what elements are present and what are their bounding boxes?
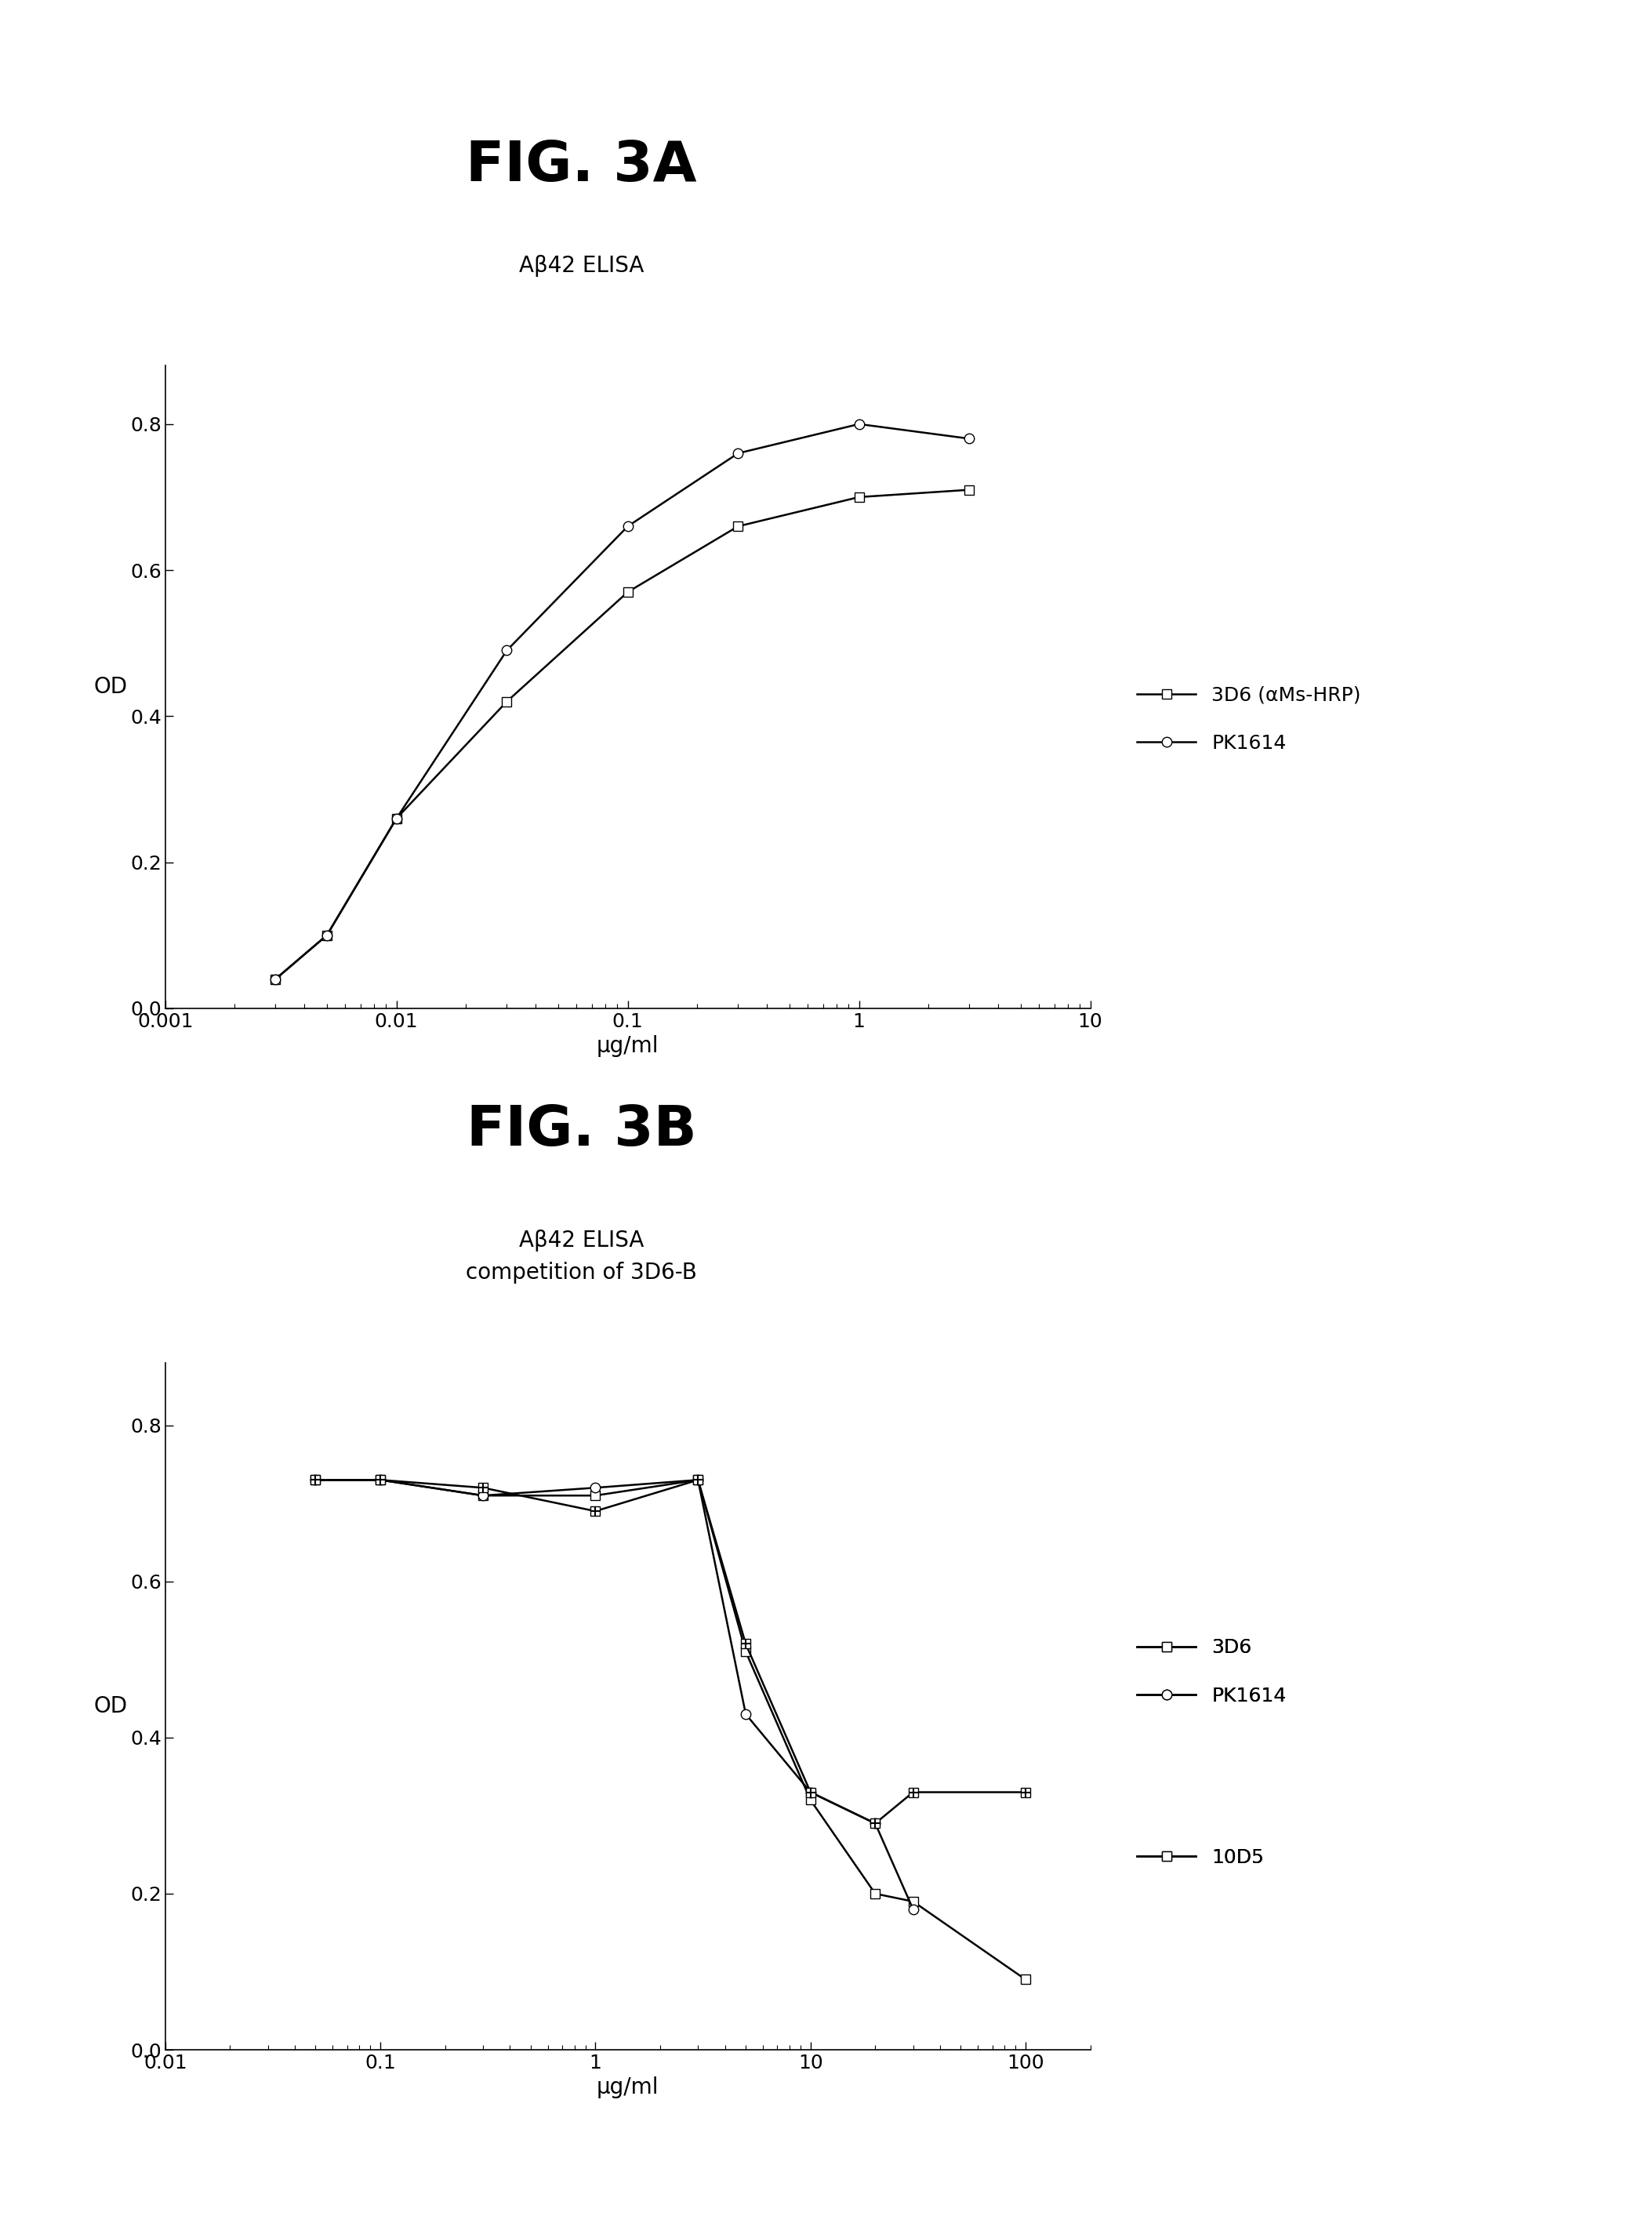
- 3D6 (αMs-HRP): [387, 804, 406, 831]
- 3D6: [735, 1638, 755, 1664]
- 3D6: [306, 1467, 325, 1494]
- PK1614: [497, 638, 517, 665]
- Legend: 10D5: 10D5: [1137, 1848, 1264, 1866]
- 3D6: [585, 1483, 605, 1509]
- PK1614: [735, 1702, 755, 1728]
- PK1614: [266, 966, 286, 993]
- 3D6 (αMs-HRP): [618, 578, 638, 605]
- Text: Aβ42 ELISA
competition of 3D6-B: Aβ42 ELISA competition of 3D6-B: [466, 1230, 697, 1283]
- 3D6 (αMs-HRP): [729, 512, 748, 538]
- 3D6 (αMs-HRP): [849, 483, 869, 510]
- PK1614: [960, 425, 980, 452]
- Legend: 3D6 (αMs-HRP), PK1614: 3D6 (αMs-HRP), PK1614: [1137, 685, 1361, 753]
- Line: 3D6 (αMs-HRP): 3D6 (αMs-HRP): [271, 485, 975, 984]
- PK1614: [904, 1897, 923, 1923]
- Y-axis label: OD: OD: [94, 1695, 127, 1717]
- 3D6: [472, 1483, 492, 1509]
- 3D6: [904, 1888, 923, 1915]
- PK1614: [618, 512, 638, 538]
- PK1614: [689, 1467, 709, 1494]
- 3D6: [801, 1786, 821, 1813]
- 3D6 (αMs-HRP): [266, 966, 286, 993]
- PK1614: [387, 804, 406, 831]
- PK1614: [306, 1467, 325, 1494]
- Line: 3D6: 3D6: [311, 1476, 1031, 1986]
- Text: Aβ42 ELISA: Aβ42 ELISA: [519, 255, 644, 277]
- PK1614: [585, 1474, 605, 1500]
- Text: FIG. 3A: FIG. 3A: [466, 140, 697, 193]
- Line: PK1614: PK1614: [311, 1476, 919, 1915]
- Text: FIG. 3B: FIG. 3B: [466, 1104, 697, 1157]
- 3D6 (αMs-HRP): [960, 476, 980, 503]
- PK1614: [317, 922, 337, 948]
- 3D6 (αMs-HRP): [497, 689, 517, 716]
- 3D6: [1016, 1966, 1036, 1992]
- Line: PK1614: PK1614: [271, 419, 975, 984]
- PK1614: [472, 1483, 492, 1509]
- 3D6: [370, 1467, 390, 1494]
- PK1614: [849, 410, 869, 437]
- Y-axis label: OD: OD: [94, 676, 127, 698]
- 3D6: [689, 1467, 709, 1494]
- PK1614: [801, 1779, 821, 1806]
- PK1614: [729, 441, 748, 468]
- PK1614: [370, 1467, 390, 1494]
- 3D6: [866, 1881, 885, 1908]
- X-axis label: μg/ml: μg/ml: [596, 2076, 659, 2099]
- 3D6 (αMs-HRP): [317, 922, 337, 948]
- X-axis label: μg/ml: μg/ml: [596, 1035, 659, 1057]
- PK1614: [866, 1810, 885, 1837]
